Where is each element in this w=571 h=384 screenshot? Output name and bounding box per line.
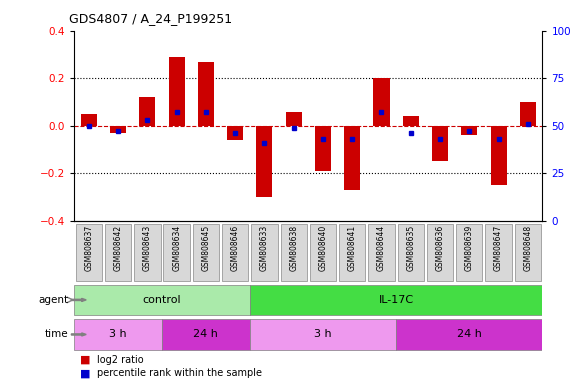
Bar: [256, 126, 272, 197]
Text: percentile rank within the sample: percentile rank within the sample: [97, 368, 262, 378]
Bar: [397, 224, 424, 281]
Bar: [514, 224, 541, 281]
Bar: [520, 102, 536, 126]
Bar: [339, 224, 365, 281]
Text: GDS4807 / A_24_P199251: GDS4807 / A_24_P199251: [69, 12, 232, 25]
Text: GSM808638: GSM808638: [289, 225, 298, 271]
Bar: [310, 224, 336, 281]
Text: GSM808640: GSM808640: [319, 225, 328, 271]
Bar: [193, 224, 219, 281]
Bar: [286, 111, 301, 126]
Bar: [490, 126, 506, 185]
Bar: [250, 285, 542, 315]
Text: GSM808643: GSM808643: [143, 225, 152, 271]
Bar: [222, 224, 248, 281]
Bar: [162, 319, 250, 350]
Bar: [74, 285, 250, 315]
Text: time: time: [45, 329, 69, 339]
Text: IL-17C: IL-17C: [379, 295, 414, 305]
Bar: [280, 224, 307, 281]
Bar: [403, 116, 419, 126]
Text: 24 h: 24 h: [457, 329, 482, 339]
Bar: [139, 97, 155, 126]
Text: log2 ratio: log2 ratio: [97, 355, 144, 365]
Text: GSM808644: GSM808644: [377, 225, 386, 271]
Text: 3 h: 3 h: [109, 329, 127, 339]
Bar: [105, 224, 131, 281]
Text: ■: ■: [80, 368, 90, 378]
Bar: [110, 126, 126, 133]
Bar: [251, 224, 278, 281]
Text: 24 h: 24 h: [194, 329, 218, 339]
Bar: [396, 319, 542, 350]
Text: ■: ■: [80, 355, 90, 365]
Bar: [432, 126, 448, 161]
Bar: [315, 126, 331, 171]
Text: GSM808634: GSM808634: [172, 225, 181, 271]
Bar: [74, 319, 162, 350]
Text: control: control: [143, 295, 182, 305]
Text: GSM808647: GSM808647: [494, 225, 503, 271]
Bar: [461, 126, 477, 135]
Bar: [81, 114, 97, 126]
Text: agent: agent: [38, 295, 69, 305]
Bar: [134, 224, 160, 281]
Bar: [198, 61, 214, 126]
Text: 3 h: 3 h: [314, 329, 332, 339]
Bar: [427, 224, 453, 281]
Text: GSM808641: GSM808641: [348, 225, 357, 271]
Text: GSM808639: GSM808639: [465, 225, 474, 271]
Bar: [368, 224, 395, 281]
Bar: [227, 126, 243, 140]
Bar: [250, 319, 396, 350]
Bar: [456, 224, 482, 281]
Text: GSM808637: GSM808637: [85, 225, 94, 271]
Bar: [168, 57, 184, 126]
Text: GSM808633: GSM808633: [260, 225, 269, 271]
Text: GSM808636: GSM808636: [436, 225, 445, 271]
Text: GSM808648: GSM808648: [523, 225, 532, 271]
Bar: [344, 126, 360, 190]
Bar: [76, 224, 102, 281]
Text: GSM808642: GSM808642: [114, 225, 123, 271]
Text: GSM808645: GSM808645: [202, 225, 211, 271]
Bar: [163, 224, 190, 281]
Bar: [373, 78, 389, 126]
Text: GSM808635: GSM808635: [406, 225, 415, 271]
Text: GSM808646: GSM808646: [231, 225, 240, 271]
Bar: [485, 224, 512, 281]
